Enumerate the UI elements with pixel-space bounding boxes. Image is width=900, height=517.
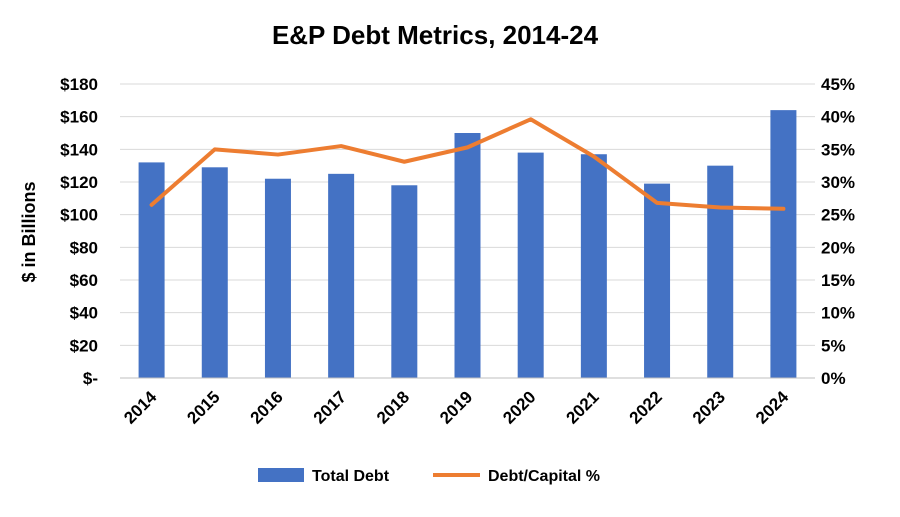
y-tick-label: $180 [60, 75, 98, 94]
y-tick-label: $80 [70, 238, 98, 257]
y-tick-label: $- [83, 369, 98, 388]
line-series [149, 117, 786, 211]
y-tick-label: $100 [60, 206, 98, 225]
bar-total-debt [517, 152, 544, 378]
chart-title: E&P Debt Metrics, 2014-24 [272, 20, 599, 50]
line-debt-capital [149, 117, 786, 211]
y2-tick-label: 0% [821, 369, 846, 388]
y2-tick-label: 40% [821, 108, 855, 127]
bar-total-debt [580, 154, 607, 378]
x-tick-label: 2022 [626, 387, 666, 427]
y-tick-label: $20 [70, 336, 98, 355]
y2-tick-label: 35% [821, 140, 855, 159]
x-tick-label: 2016 [247, 387, 287, 427]
bar-total-debt [201, 167, 228, 378]
x-tick-label: 2023 [689, 387, 729, 427]
y2-tick-label: 15% [821, 271, 855, 290]
legend-swatch-total-debt [258, 468, 304, 482]
bar-total-debt [391, 185, 418, 378]
y-tick-label: $120 [60, 173, 98, 192]
y2-tick-label: 45% [821, 75, 855, 94]
bar-series [138, 110, 797, 378]
y-tick-label: $40 [70, 304, 98, 323]
y-tick-label: $160 [60, 108, 98, 127]
x-tick-label: 2024 [752, 387, 793, 428]
y2-tick-label: 30% [821, 173, 855, 192]
x-tick-label: 2018 [373, 387, 413, 427]
y2-tick-label: 25% [821, 206, 855, 225]
bar-total-debt [454, 133, 481, 378]
legend-label-total-debt: Total Debt [312, 468, 390, 485]
y-tick-label: $140 [60, 140, 98, 159]
x-tick-label: 2015 [183, 387, 223, 427]
bar-total-debt [328, 173, 355, 378]
bar-total-debt [644, 183, 671, 378]
x-tick-label: 2021 [563, 387, 603, 427]
y-axis-label: $ in Billions [19, 181, 39, 282]
legend-label-debt-capital: Debt/Capital % [488, 468, 600, 485]
bar-total-debt [770, 110, 797, 378]
y2-tick-label: 5% [821, 336, 846, 355]
x-tick-label: 2020 [499, 387, 539, 427]
x-tick-label: 2014 [120, 387, 161, 428]
y-tick-label: $60 [70, 271, 98, 290]
y2-tick-label: 20% [821, 238, 855, 257]
bar-total-debt [707, 165, 734, 378]
x-tick-label: 2017 [310, 387, 350, 427]
bar-total-debt [264, 178, 291, 378]
x-tick-label: 2019 [436, 387, 476, 427]
legend: Total Debt Debt/Capital % [258, 468, 600, 485]
y2-tick-label: 10% [821, 304, 855, 323]
